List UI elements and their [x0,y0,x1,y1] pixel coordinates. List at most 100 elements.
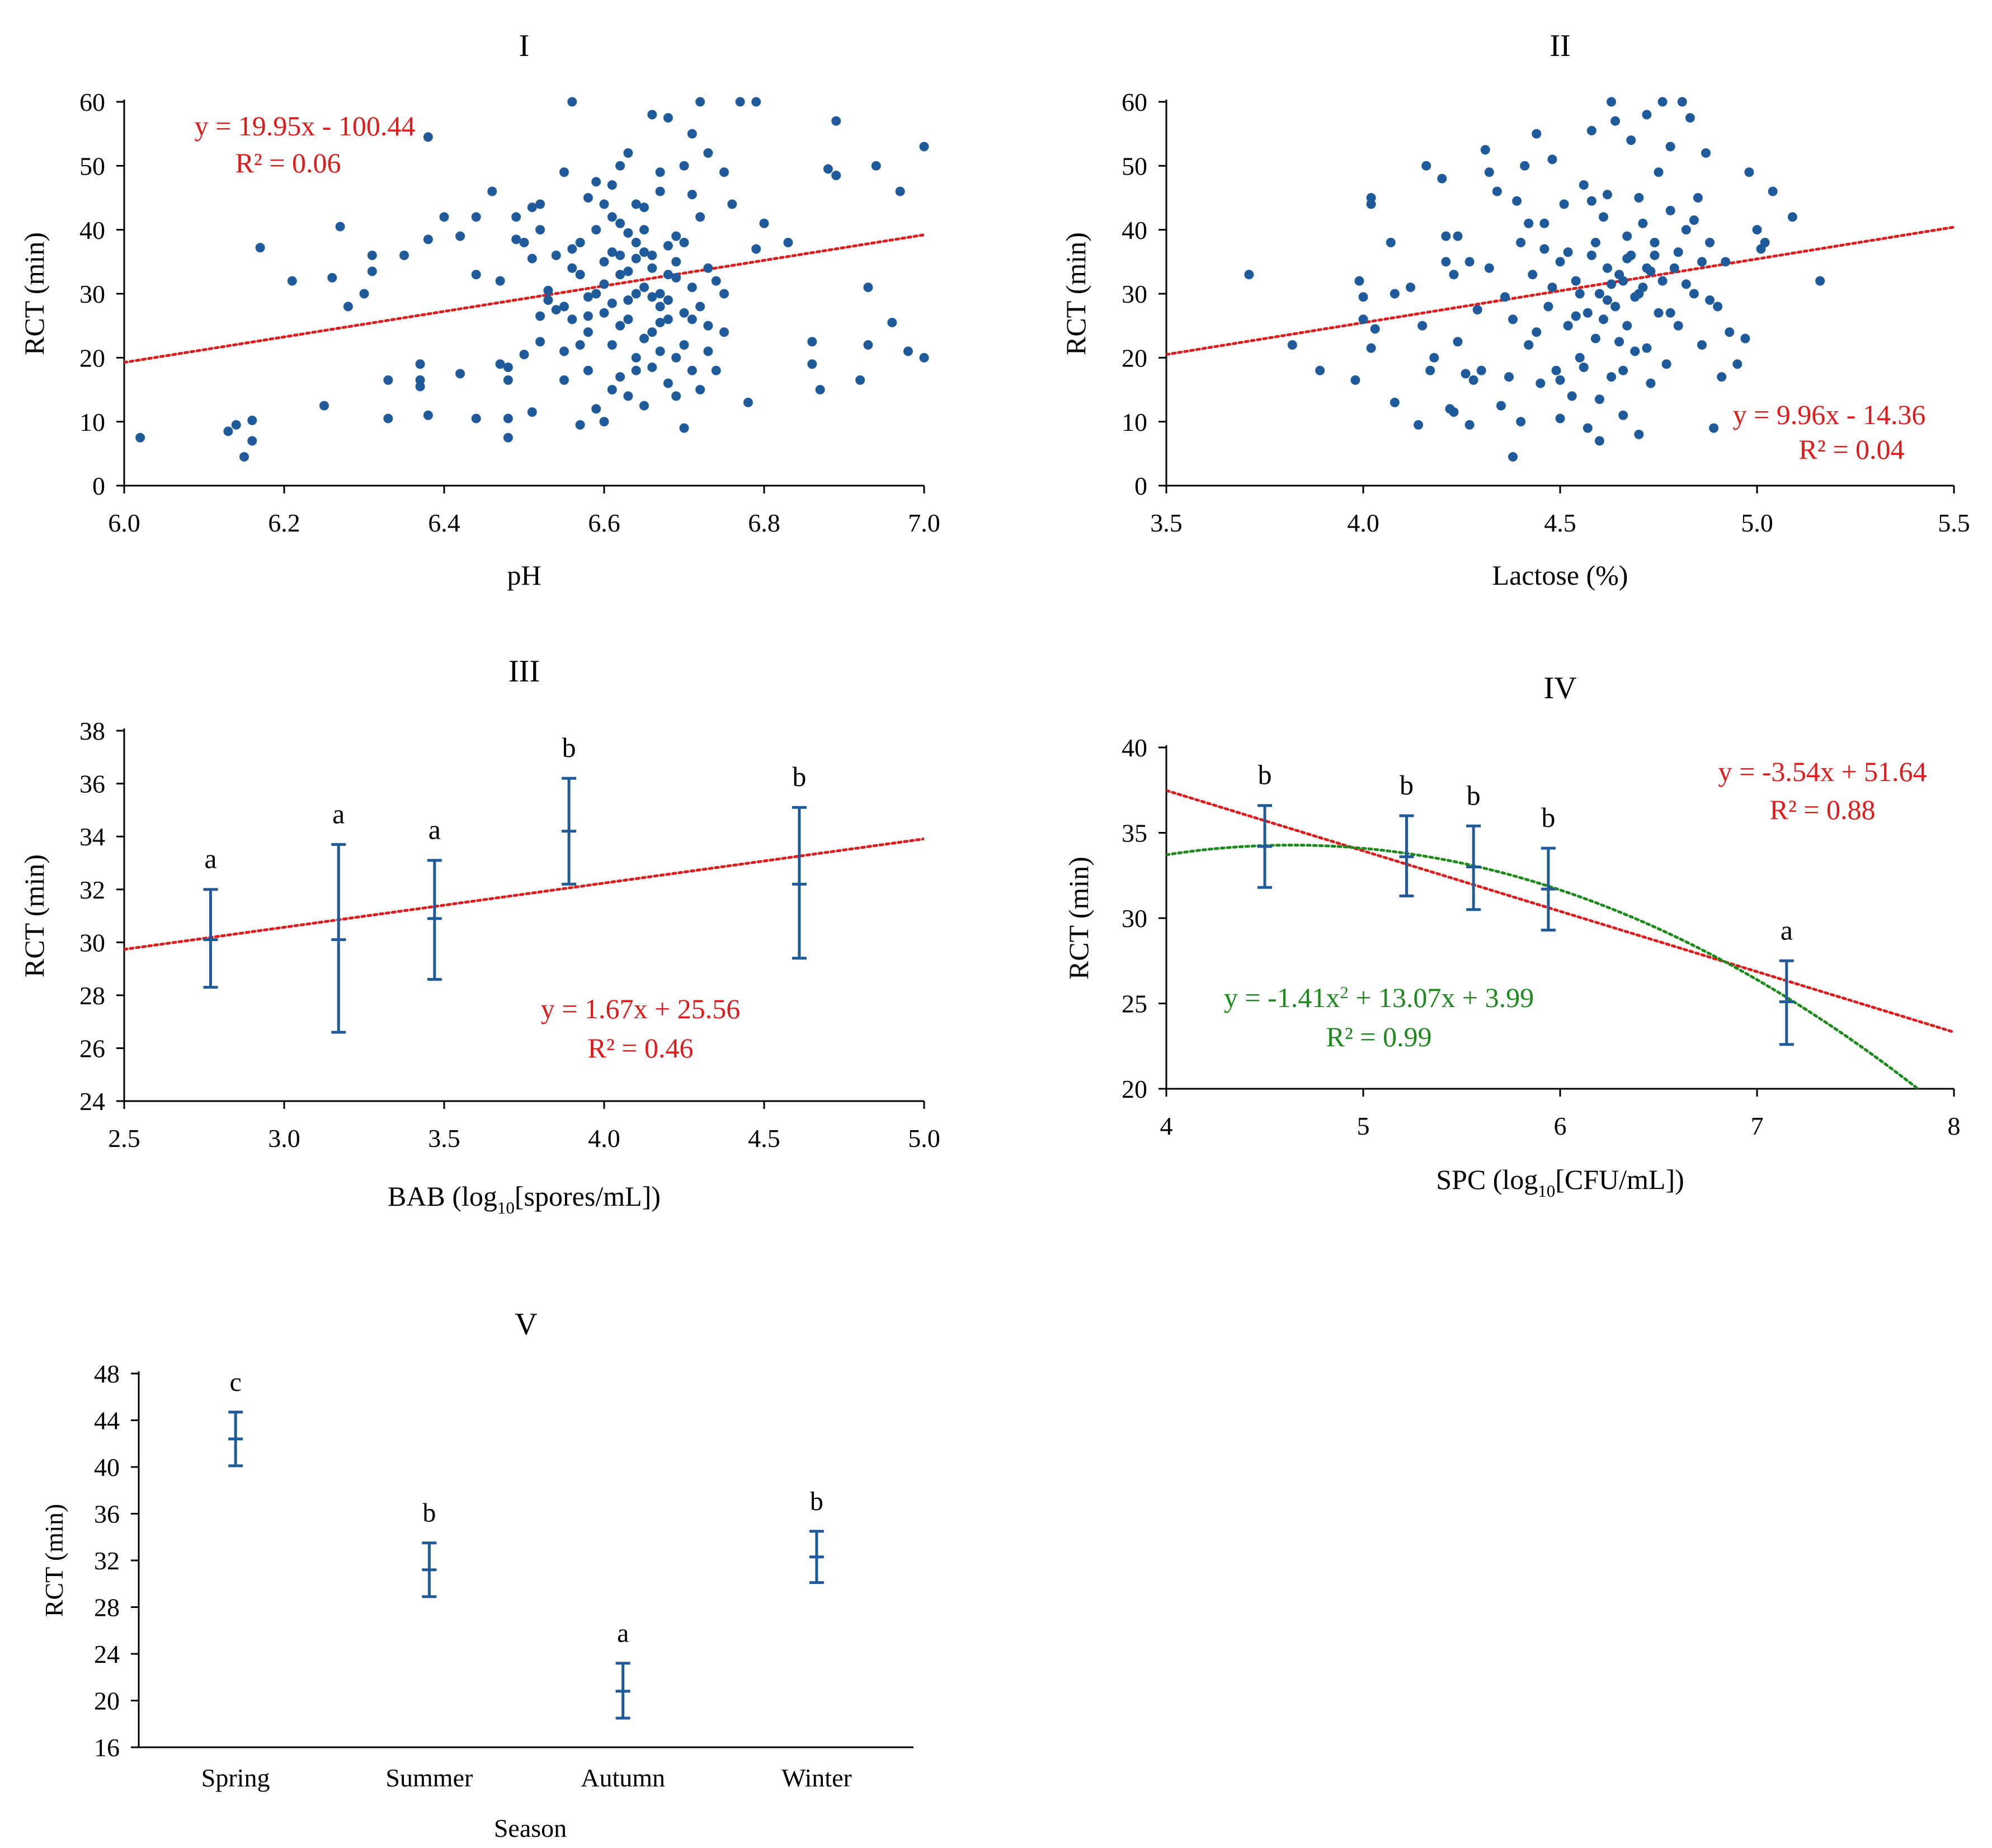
data-point [255,243,265,253]
x-axis-label-rest: [CFU/mL]) [1555,1164,1684,1195]
data-point [631,199,641,209]
data-point [695,212,705,222]
data-point [1555,257,1565,267]
chart-title: I [519,29,530,63]
data-point [623,295,633,305]
y-tick-label: 34 [79,822,105,851]
data-point [1516,417,1526,427]
data-point [1630,292,1640,302]
data-point [1358,292,1368,302]
data-point [703,263,713,273]
data-point [535,337,545,347]
data-point [639,401,649,411]
y-tick-label: 20 [79,344,105,372]
x-tick-label: Summer [385,1764,473,1792]
data-point [231,420,241,430]
significance-letter: b [1467,779,1481,811]
x-axis-label-rest: [spores/mL]) [515,1181,661,1212]
x-tick-label: Spring [201,1764,270,1792]
data-point [1512,196,1522,206]
data-point [1602,263,1612,273]
y-tick-label: 30 [79,280,105,308]
data-point [751,97,761,107]
chart-panel-I: I 0 10 20 30 40 50 60 6.0 6.2 6.4 6.6 6.8 7.0 RCT (min… [18,29,940,591]
data-point [583,327,593,337]
data-point [703,148,713,158]
chart-title: IV [1543,671,1576,706]
data-point [1665,142,1675,152]
data-point [647,110,657,120]
data-point [1547,283,1557,293]
data-point [1602,190,1612,200]
y-tick-label: 0 [1134,472,1147,500]
data-point [743,397,753,407]
data-point [631,238,641,248]
data-point [687,129,697,139]
data-point [559,167,569,177]
quadratic-equation-prefix: y = -1.41x [1224,982,1340,1013]
y-tick-label: 20 [1122,344,1147,372]
data-point [583,193,593,203]
data-point [559,375,569,385]
data-point [663,113,673,123]
data-point [751,244,761,254]
data-point [455,231,465,241]
data-point [703,321,713,331]
data-point [423,132,433,142]
data-point [1598,212,1608,222]
data-point [719,327,729,337]
data-point [855,375,865,385]
data-point [807,337,817,347]
trendline-equation: y = 19.95x - 100.44 [195,110,416,142]
data-point [543,285,553,295]
data-point [1547,154,1557,164]
data-point [1567,391,1577,401]
data-point [511,234,521,244]
data-point [895,186,905,196]
data-point [495,276,505,286]
data-point [319,401,329,411]
data-point [607,212,617,222]
data-point [551,305,561,315]
data-point [1476,365,1486,375]
data-point [687,314,697,325]
data-point [543,295,553,305]
linear-trendline [1166,225,1954,356]
y-tick-label: 20 [94,1687,120,1715]
data-point [1429,352,1439,363]
data-point [575,340,585,350]
x-tick-label: 6.6 [588,509,620,537]
x-axis-label-main: BAB (log [388,1181,497,1212]
significance-letter: b [792,761,806,792]
y-tick-label: 0 [92,472,105,500]
data-point [1390,289,1400,299]
data-point [503,413,513,424]
data-point [671,272,681,283]
data-point [1693,193,1703,203]
data-point [1661,359,1671,369]
significance-letter: a [332,798,345,829]
trendline-equation: y = 1.67x + 25.56 [541,993,740,1024]
data-point [1586,196,1597,206]
data-point [591,177,601,187]
y-tick-label: 50 [79,152,105,180]
data-point [503,432,513,443]
quadratic-equation-suffix: + 13.07x + 3.99 [1349,982,1534,1013]
data-point [1461,369,1471,379]
data-point [599,308,609,318]
quadratic-trendline [1166,843,1920,1089]
data-point [559,346,569,356]
data-point [1464,257,1475,267]
x-tick-label: 4 [1160,1112,1173,1140]
data-point [1689,289,1699,299]
data-point [623,148,633,158]
data-point [1528,270,1538,280]
data-point [623,391,633,401]
data-point [1618,365,1628,375]
y-tick-label: 40 [79,216,105,244]
data-point [535,311,545,321]
data-point [639,225,649,235]
data-point [1414,420,1424,430]
data-point [1516,238,1526,248]
trendline-r-squared: R² = 0.04 [1798,434,1904,465]
